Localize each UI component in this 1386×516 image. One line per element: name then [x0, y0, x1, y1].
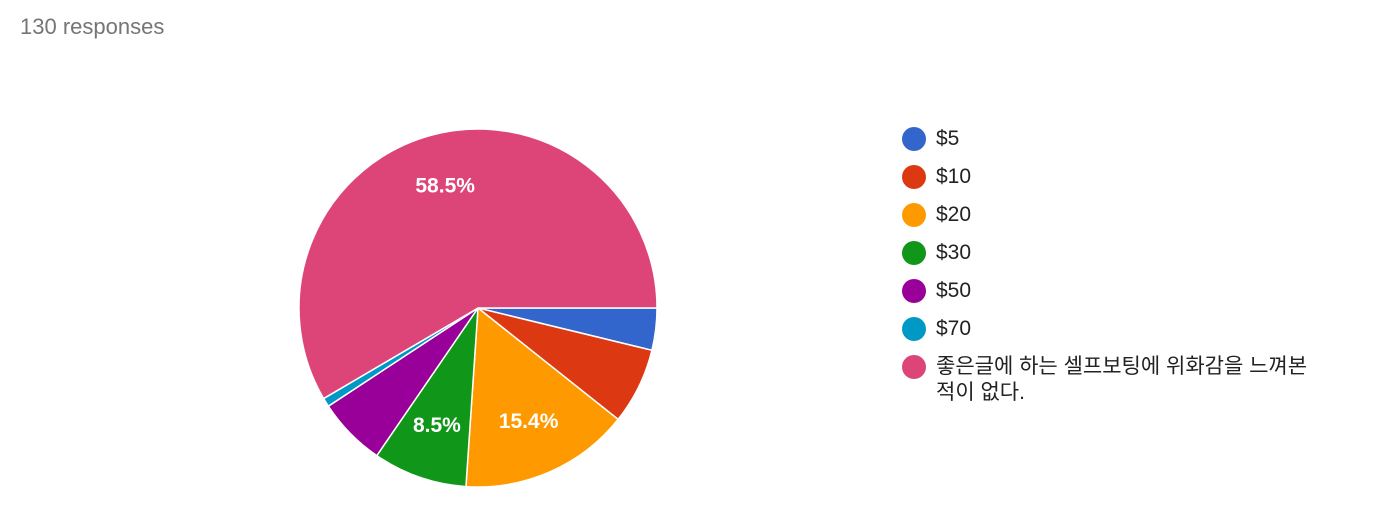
- legend-label: $30: [936, 241, 972, 264]
- pie-slice: [465, 306, 620, 488]
- legend-item: 좋은글에 하는 셀프보팅에 위화감을 느껴본 적이 없다.: [902, 354, 1332, 406]
- legend-item: $70: [902, 316, 1332, 342]
- legend-item: $10: [902, 164, 1332, 190]
- legend-label: $50: [936, 279, 972, 302]
- legend-label: $10: [936, 165, 972, 188]
- legend-marker: [902, 165, 926, 189]
- slice-label: 8.5%: [413, 414, 461, 437]
- legend-marker: [902, 203, 926, 227]
- slice-label: 58.5%: [415, 175, 475, 198]
- legend-item: $30: [902, 240, 1332, 266]
- legend-label: $20: [936, 203, 972, 226]
- slice-label: 15.4%: [499, 410, 559, 433]
- legend-marker: [902, 317, 926, 341]
- pie-slice: [375, 305, 479, 488]
- legend-item: $20: [902, 202, 1332, 228]
- legend-item: $5: [902, 126, 1332, 152]
- legend-label: $5: [936, 127, 960, 150]
- legend-marker: [902, 241, 926, 265]
- legend: $5 $10 $20 $30 $50 $70 좋은글에 하는 셀프보팅에 위화감을 느껴본 …: [902, 126, 1332, 418]
- legend-item: $50: [902, 278, 1332, 304]
- legend-marker: [902, 127, 926, 151]
- pie-slice: [298, 128, 658, 400]
- legend-marker: [902, 279, 926, 303]
- legend-label: $70: [936, 317, 972, 340]
- legend-marker: [902, 355, 926, 379]
- legend-label: 좋은글에 하는 셀프보팅에 위화감을 느껴본 적이 없다.: [936, 355, 1308, 404]
- subtitle: 130 responses: [20, 14, 165, 39]
